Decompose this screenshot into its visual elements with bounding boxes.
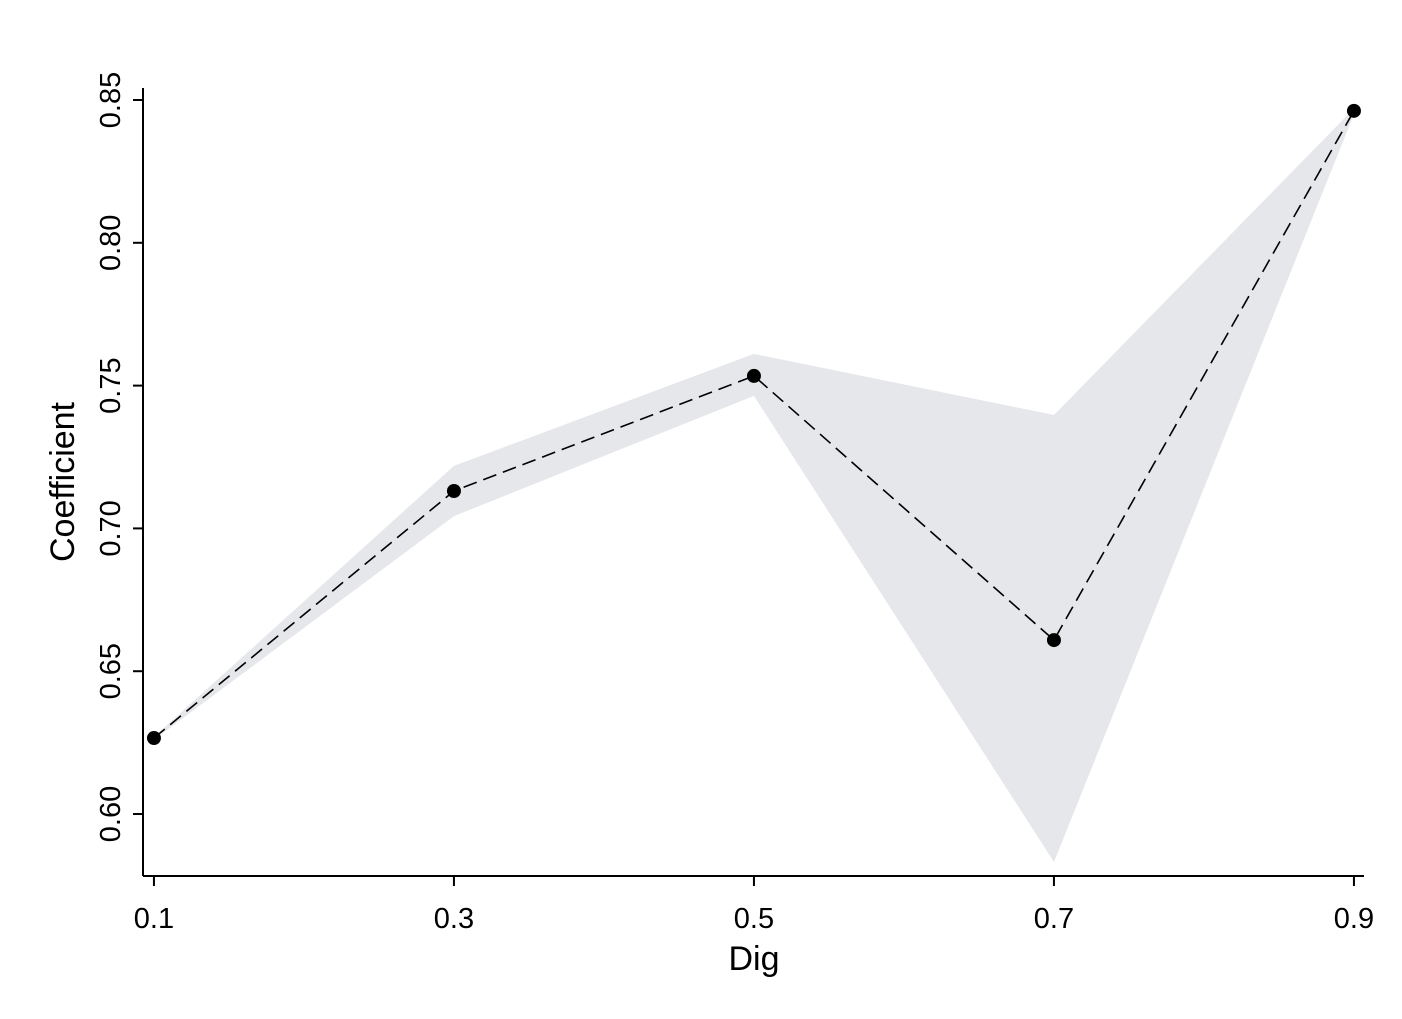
data-point <box>146 731 161 746</box>
y-tick-label: 0.85 <box>95 72 127 128</box>
x-tick-label: 0.7 <box>1034 903 1074 935</box>
x-tick-label: 0.3 <box>434 903 474 935</box>
data-point <box>446 483 461 498</box>
data-point <box>746 368 761 383</box>
x-tick-label: 0.5 <box>734 903 774 935</box>
y-tick-label: 0.70 <box>95 500 127 556</box>
data-point <box>1346 103 1361 118</box>
y-axis-title: Coefficient <box>44 401 82 562</box>
data-line <box>153 110 1355 739</box>
y-tick-label: 0.80 <box>95 215 127 271</box>
x-tick-label: 0.1 <box>134 903 174 935</box>
y-tick-label: 0.60 <box>95 786 127 842</box>
confidence-band <box>153 108 1354 863</box>
y-tick-label: 0.65 <box>95 643 127 699</box>
x-tick-label: 0.9 <box>1334 903 1374 935</box>
data-point <box>1046 633 1061 648</box>
y-tick-label: 0.75 <box>95 357 127 413</box>
x-axis-title: Dig <box>728 940 779 978</box>
